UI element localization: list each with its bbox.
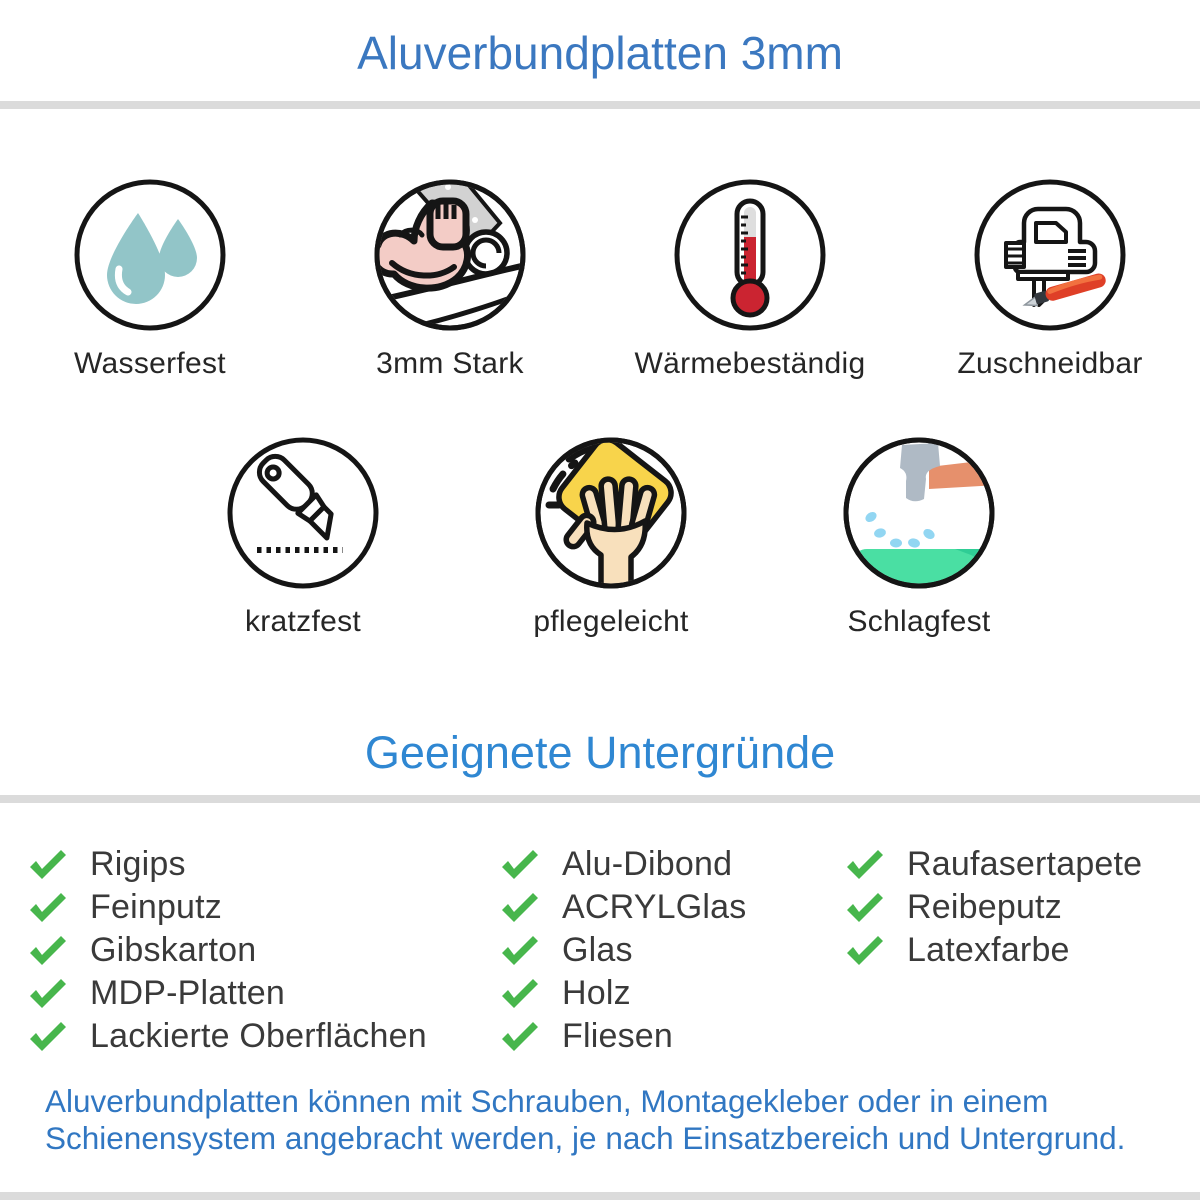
feature-row-1: Wasserfest [0,179,1200,381]
substrate-label: ACRYLGlas [562,887,747,926]
muscle-arm-icon [374,179,526,331]
feature-impact-resistant: Schlagfest [765,437,1073,639]
list-item: MDP-Platten [28,973,500,1012]
feature-cuttable: Zuschneidbar [900,179,1200,381]
list-item: Holz [500,973,845,1012]
list-item: ACRYLGlas [500,887,845,926]
substrate-label: Gibskarton [90,930,257,969]
checkmark-icon [30,1022,66,1051]
utility-knife-icon [227,437,379,589]
mounting-note: Aluverbundplatten können mit Schrauben, … [45,1083,1200,1157]
list-item: Lackierte Oberflächen [28,1016,500,1055]
list-item: Reibeputz [845,887,1200,926]
feature-label: Zuschneidbar [957,347,1143,380]
jigsaw-icon [974,179,1126,331]
substrate-label: Raufasertapete [907,844,1143,883]
mounting-note-line2: Schienensystem angebracht werden, je nac… [45,1120,1126,1156]
checkmark-icon [502,936,538,965]
substrate-label: Fliesen [562,1016,674,1055]
feature-label: Schlagfest [847,605,991,638]
checkmark-icon [30,850,66,879]
substrate-label: Glas [562,930,633,969]
section-title: Geeignete Untergründe [364,727,836,778]
feature-label: pflegeleicht [533,605,689,638]
list-item: Feinputz [28,887,500,926]
checkmark-icon [30,893,66,922]
cleaning-hand-icon [535,437,687,589]
checkmark-icon [502,1022,538,1051]
water-drops-icon [74,179,226,331]
checkmark-icon [30,979,66,1008]
feature-label: 3mm Stark [376,347,524,380]
feature-waterproof: Wasserfest [0,179,300,381]
feature-label: Wasserfest [74,347,226,380]
substrate-label: Latexfarbe [907,930,1070,969]
substrate-label: Holz [562,973,631,1012]
hammer-icon [843,437,995,589]
list-item: Gibskarton [28,930,500,969]
checkmark-icon [847,850,883,879]
substrate-label: Alu-Dibond [562,844,733,883]
list-item: Glas [500,930,845,969]
feature-label: kratzfest [244,605,362,638]
checkmark-icon [30,936,66,965]
substrates-checklist: Rigips Feinputz Gibskarton MDP-Platten L… [0,844,1200,1055]
substrate-label: Feinputz [90,887,223,926]
page-title: Aluverbundplatten 3mm [357,27,843,79]
substrates-column-1: Rigips Feinputz Gibskarton MDP-Platten L… [28,844,500,1055]
checkmark-icon [502,893,538,922]
divider [0,101,1200,109]
feature-row-2: kratzfest [0,437,1200,639]
feature-label: Wärmebeständig [634,347,866,380]
checkmark-icon [847,936,883,965]
list-item: Alu-Dibond [500,844,845,883]
checkmark-icon [847,893,883,922]
substrate-label: Rigips [90,844,186,883]
list-item: Fliesen [500,1016,845,1055]
list-item: Rigips [28,844,500,883]
header: Aluverbundplatten 3mm [0,0,1200,101]
substrates-column-3: Raufasertapete Reibeputz Latexfarbe [845,844,1200,1053]
substrate-label: Lackierte Oberflächen [90,1016,427,1055]
feature-thickness: 3mm Stark [300,179,600,381]
feature-easy-care: pflegeleicht [457,437,765,639]
mounting-note-line1: Aluverbundplatten können mit Schrauben, … [45,1083,1049,1119]
substrates-column-2: Alu-Dibond ACRYLGlas Glas Holz Fliesen [500,844,845,1055]
divider [0,1192,1200,1200]
divider [0,795,1200,803]
feature-heat-resistant: Wärmebeständig [600,179,900,381]
thermometer-icon [674,179,826,331]
checkmark-icon [502,979,538,1008]
list-item: Raufasertapete [845,844,1200,883]
substrate-label: MDP-Platten [90,973,285,1012]
list-item: Latexfarbe [845,930,1200,969]
checkmark-icon [502,850,538,879]
feature-scratch-resistant: kratzfest [149,437,457,639]
substrate-label: Reibeputz [907,887,1062,926]
